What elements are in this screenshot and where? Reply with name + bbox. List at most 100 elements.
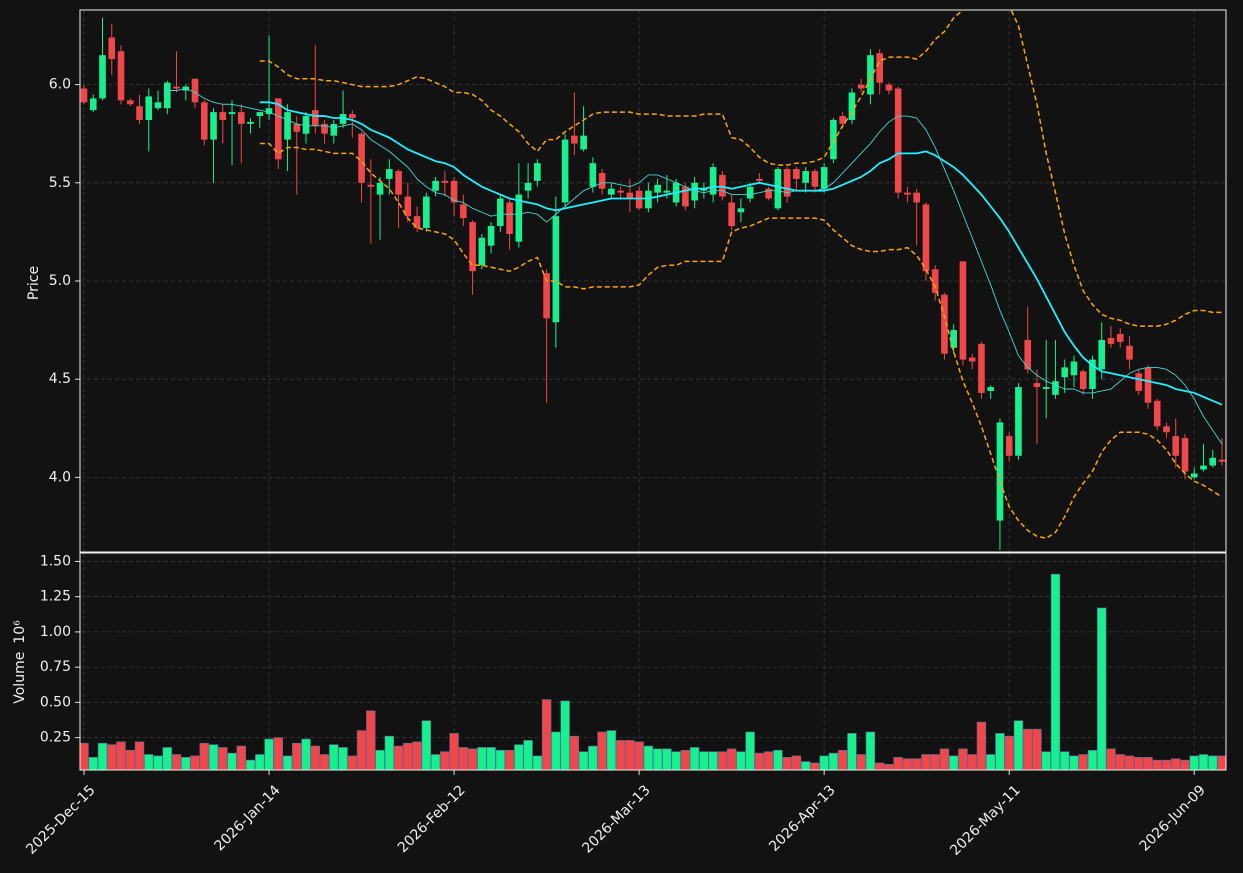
volume-bar — [88, 757, 98, 770]
volume-axis-label: Volume 10⁶ — [12, 620, 28, 704]
y-tick-label: 1.00 — [40, 624, 71, 640]
volume-bar — [1069, 755, 1079, 770]
volume-bar — [976, 721, 987, 770]
volume-bar — [162, 747, 172, 770]
candle-body — [1089, 359, 1096, 390]
candle-body — [99, 55, 106, 99]
candle-body — [1172, 436, 1180, 456]
volume-bar — [1198, 754, 1209, 770]
candle-body — [265, 108, 273, 115]
volume-bar — [495, 749, 506, 770]
volume-bar — [819, 755, 829, 770]
candle-body — [1181, 438, 1189, 472]
candle-body — [339, 114, 347, 124]
candle-body — [719, 174, 726, 197]
candle-body — [237, 112, 245, 124]
candle-body — [950, 330, 957, 348]
volume-bar — [597, 731, 607, 770]
candle-body — [413, 216, 421, 228]
volume-bar — [1115, 754, 1125, 770]
candle-body — [820, 167, 828, 189]
volume-bar — [1013, 720, 1024, 770]
candle-body — [515, 194, 523, 242]
candle-body — [746, 186, 754, 199]
volume-bar — [125, 749, 135, 770]
volume-bar — [930, 754, 940, 770]
candle-body — [460, 204, 467, 219]
candle-body — [423, 196, 430, 228]
candle-body — [136, 106, 143, 120]
volume-bar — [1124, 755, 1135, 770]
volume-bar — [847, 733, 857, 770]
volume-bar — [948, 755, 959, 770]
volume-bar — [569, 735, 580, 770]
volume-bar — [1097, 607, 1107, 770]
y-tick-label: 4.5 — [49, 371, 71, 387]
candle-body — [691, 182, 698, 201]
volume-bar — [884, 764, 894, 770]
candle-body — [1126, 345, 1133, 360]
candle-body — [1079, 371, 1087, 390]
candle-body — [589, 163, 597, 187]
candle-body — [80, 88, 88, 103]
candle-body — [274, 98, 282, 160]
candle-body — [330, 123, 338, 136]
candle-body — [284, 112, 291, 140]
candle-body — [497, 198, 504, 227]
volume-bar — [273, 737, 283, 770]
volume-bar — [347, 755, 358, 770]
volume-bar — [1041, 751, 1051, 770]
candle-body — [469, 222, 476, 272]
candle-body — [904, 192, 911, 195]
volume-bar — [144, 754, 154, 770]
candle-body — [228, 112, 236, 115]
volume-bar — [264, 738, 274, 770]
volume-bar — [504, 749, 515, 770]
volume-bar — [171, 754, 182, 770]
volume-bar — [458, 747, 469, 770]
volume-label-text: Volume — [12, 652, 28, 704]
volume-bar — [939, 748, 950, 770]
volume-bar — [1106, 748, 1116, 770]
candle-body — [1163, 426, 1170, 433]
candle-body — [783, 169, 791, 197]
overlay-line — [259, 101, 1223, 406]
candle-body — [210, 112, 217, 140]
volume-bar — [1189, 755, 1199, 770]
volume-bar — [874, 762, 885, 770]
volume-bar — [1023, 728, 1033, 770]
volume-bar — [393, 745, 404, 770]
candle-body — [126, 100, 134, 105]
candle-body — [524, 182, 532, 191]
candle-body — [654, 184, 661, 193]
candle-body — [302, 116, 310, 134]
volume-bar — [985, 754, 996, 770]
volume-bar — [828, 752, 839, 770]
candle-body — [376, 182, 384, 195]
volume-bar — [255, 754, 265, 770]
candle-body — [598, 172, 606, 189]
volume-bars — [80, 573, 1226, 770]
candle-body — [1200, 465, 1207, 470]
candle-body — [867, 55, 874, 95]
volume-bar — [236, 745, 246, 770]
candle-body — [1135, 373, 1143, 391]
volume-bar — [486, 747, 496, 770]
volume-bar — [199, 742, 209, 770]
volume-bar — [181, 757, 191, 770]
candle-body — [108, 37, 116, 60]
candle-body — [857, 84, 865, 89]
candle-body — [506, 202, 513, 234]
volume-bar — [588, 745, 598, 770]
volume-bar — [958, 748, 968, 770]
candle-body — [478, 237, 486, 266]
volume-bar — [745, 731, 755, 770]
volume-bar — [837, 749, 848, 770]
volume-bar — [1032, 728, 1042, 770]
volume-bar — [967, 754, 977, 770]
volume-bar — [384, 735, 395, 770]
price-axis-label: Price — [26, 266, 42, 300]
candle-body — [1033, 383, 1041, 388]
volume-bar — [301, 738, 311, 770]
